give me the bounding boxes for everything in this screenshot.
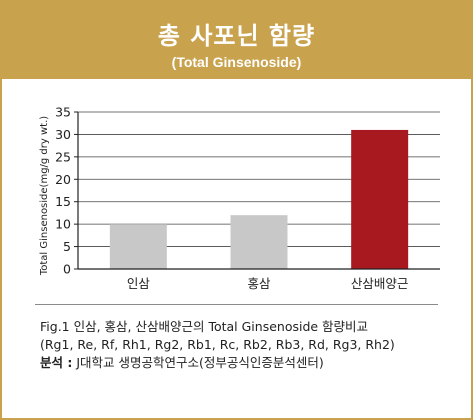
caption-source: 분석 : J대학교 생명공학연구소(정부공식인증분석센터)	[40, 354, 460, 372]
x-tick-label: 산삼배양근	[351, 276, 409, 291]
chart-title: 총 사포닌 함량	[157, 22, 316, 50]
y-tick-label: 30	[55, 127, 71, 142]
y-tick-label: 25	[55, 149, 71, 164]
axes	[77, 112, 440, 270]
title-banner: 총 사포닌 함량 (Total Ginsenoside)	[2, 2, 471, 79]
x-tick-labels: 인삼 홍삼 산삼배양근	[127, 276, 409, 291]
figure-caption: Fig.1 인삼, 홍삼, 산삼배양근의 Total Ginsenoside 함…	[40, 318, 460, 372]
y-tick-label: 15	[55, 194, 71, 209]
bar	[351, 129, 409, 269]
source-label: 분석 :	[40, 355, 73, 370]
x-tick-label: 홍삼	[247, 276, 271, 291]
y-tick-label: 0	[63, 262, 71, 277]
bar	[230, 215, 288, 269]
y-tick-labels: 0 5 10 15 20 25 30 35	[55, 105, 78, 277]
y-tick-label: 5	[63, 239, 71, 254]
y-axis-label: Total Ginsenoside(mg/g dry wt.)	[39, 116, 50, 276]
x-tick-label: 인삼	[127, 276, 151, 291]
y-tick-label: 35	[55, 105, 71, 120]
bar	[109, 224, 167, 269]
bar-chart: 0 5 10 15 20 25 30 35 인삼 홍삼 산삼배양근 Total Ginsenosi…	[39, 105, 440, 291]
chart-subtitle: (Total Ginsenoside)	[171, 54, 302, 70]
chart-area: 0 5 10 15 20 25 30 35 인삼 홍삼 산삼배양근 Total Ginsenosi…	[2, 82, 471, 297]
y-tick-label: 10	[55, 217, 71, 232]
source-text: J대학교 생명공학연구소(정부공식인증분석센터)	[72, 355, 324, 370]
y-tick-label: 20	[55, 172, 71, 187]
caption-line-1: Fig.1 인삼, 홍삼, 산삼배양근의 Total Ginsenoside 함…	[40, 319, 369, 334]
bars	[109, 129, 409, 269]
caption-line-2: (Rg1, Re, Rf, Rh1, Rg2, Rb1, Rc, Rb2, Rb…	[40, 337, 395, 352]
caption-divider	[35, 304, 438, 305]
